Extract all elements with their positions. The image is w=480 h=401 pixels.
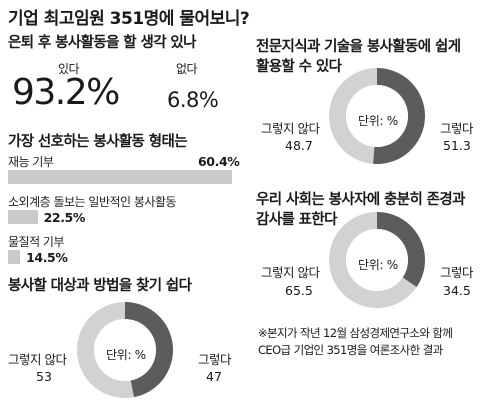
donut2-no-value: 48.7 (285, 138, 313, 153)
page-title: 기업 최고임원 351명에 물어보니? (8, 9, 250, 29)
bar-label: 재능 기부 (8, 155, 54, 169)
bar-label: 소외계층 돌보는 일반적인 봉사활동 (8, 195, 177, 209)
donut1-yes-label: 그렇다 (198, 352, 232, 367)
donut-hole (346, 229, 408, 291)
donut2-no-label: 그렇지 않다 (261, 121, 320, 136)
donut3-heading-line2: 감사를 표한다 (256, 212, 337, 228)
donut2-yes-label: 그렇다 (440, 121, 474, 136)
donut3-heading-line1: 우리 사회는 봉사자에 충분히 존경과 (256, 192, 466, 208)
yes-value: 93.2% (12, 72, 120, 113)
donut2-heading-line1: 전문지식과 기술을 봉사활동에 쉽게 (256, 39, 461, 55)
intent-heading: 은퇴 후 봉사활동을 할 생각 있나 (8, 35, 196, 51)
donut1-no-value: 53 (36, 369, 52, 384)
bar (8, 170, 232, 184)
donut2-yes-value: 51.3 (443, 138, 471, 153)
donut-slice-yes (125, 302, 174, 398)
donut1-yes-value: 47 (206, 369, 222, 384)
donut3-yes-label: 그렇다 (440, 265, 474, 280)
yes-label: 있다 (58, 62, 80, 76)
no-label: 없다 (176, 62, 198, 76)
donut-slice-yes (373, 68, 425, 165)
donut-hole (346, 85, 408, 147)
donut1-unit: 단위: % (106, 348, 146, 362)
donut3-no-label: 그렇지 않다 (261, 265, 320, 280)
donut3-yes-value: 34.5 (443, 283, 471, 298)
no-value: 6.8% (167, 88, 219, 112)
donut1-heading: 봉사할 대상과 방법을 찾기 쉽다 (8, 278, 192, 294)
bar (8, 250, 21, 264)
footnote-line2: CEO급 기업인 351명을 여론조사한 결과 (258, 343, 443, 357)
bar (8, 210, 38, 224)
donut1-no-label: 그렇지 않다 (8, 352, 67, 367)
footnote-line1: ※본지가 작년 12월 삼성경제연구소와 함께 (258, 326, 453, 340)
bar-value: 60.4% (198, 154, 240, 169)
donut-slice-yes (377, 212, 426, 287)
donut-hole (94, 319, 156, 381)
bar-value: 22.5% (43, 210, 86, 225)
donut2-unit: 단위: % (358, 114, 398, 128)
type-heading: 가장 선호하는 봉사활동 형태는 (8, 134, 188, 150)
donut2-heading-line2: 활용할 수 있다 (256, 59, 342, 75)
bar-label: 물질적 기부 (8, 235, 65, 249)
donut3-unit: 단위: % (358, 258, 398, 272)
bar-value: 14.5% (26, 250, 68, 265)
donut3-no-value: 65.5 (285, 283, 313, 298)
